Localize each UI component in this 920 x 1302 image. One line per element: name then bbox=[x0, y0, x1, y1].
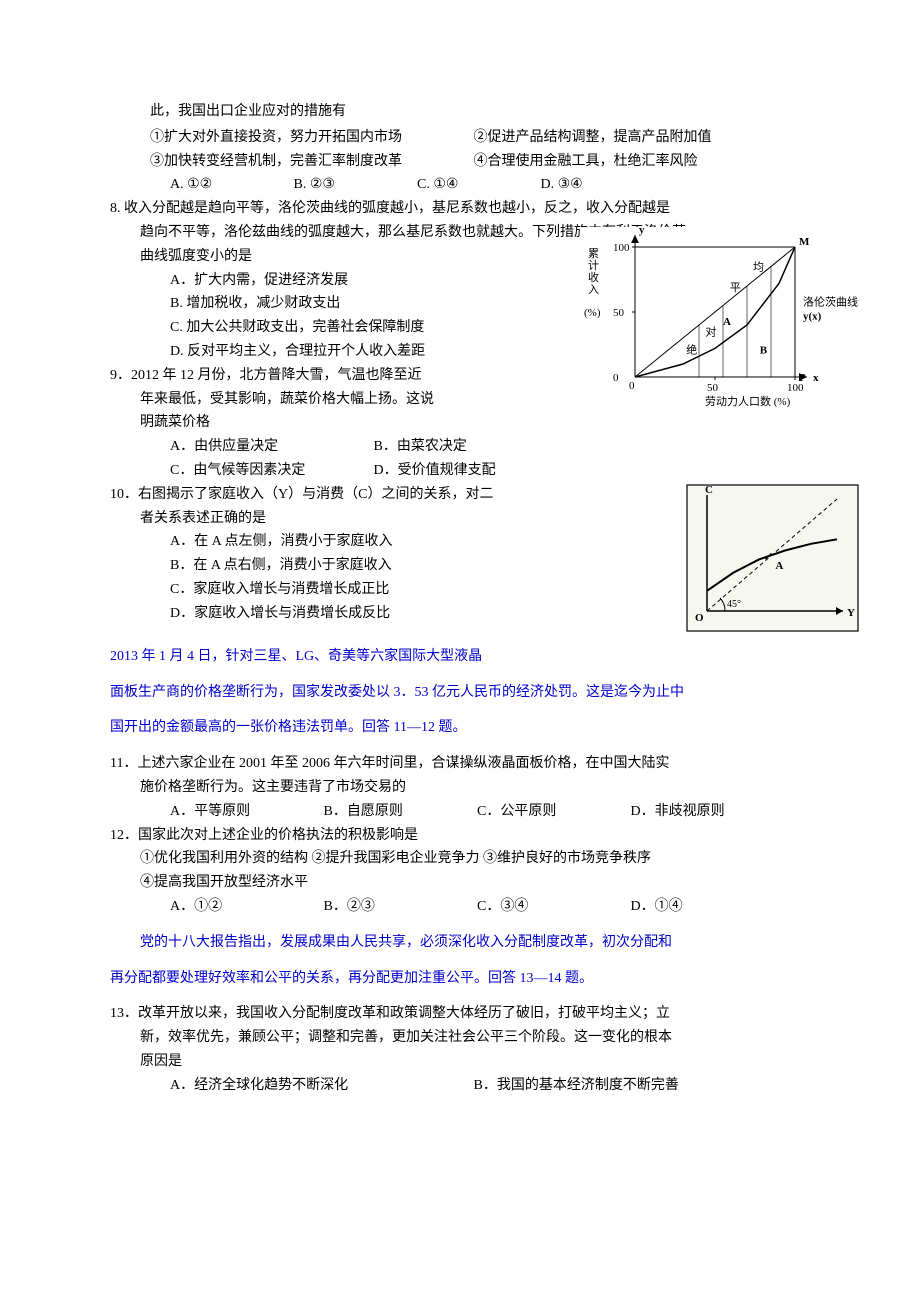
q11-C: C．公平原则 bbox=[477, 800, 627, 824]
q11-stem1: 11．上述六家企业在 2001 年至 2006 年六年时间里，合谋操纵液晶面板价… bbox=[110, 752, 860, 776]
svg-text:50: 50 bbox=[707, 382, 719, 394]
intro2-l2: 再分配都要处理好效率和公平的关系，再分配更加注重公平。回答 13—14 题。 bbox=[110, 967, 860, 991]
svg-text:0: 0 bbox=[613, 372, 619, 384]
svg-text:计: 计 bbox=[588, 259, 599, 272]
q7-options-row1: ①扩大对外直接投资，努力开拓国内市场 ②促进产品结构调整，提高产品附加值 bbox=[110, 126, 860, 150]
q7-D: D. ③④ bbox=[541, 173, 661, 197]
q7-B: B. ②③ bbox=[294, 173, 414, 197]
q7-opt2: ②促进产品结构调整，提高产品附加值 bbox=[474, 130, 712, 145]
q7-opt3: ③加快转变经营机制，完善汇率制度改革 bbox=[150, 150, 470, 174]
svg-text:洛伦茨曲线: 洛伦茨曲线 bbox=[803, 295, 858, 309]
svg-text:A: A bbox=[775, 560, 783, 572]
svg-text:y(x): y(x) bbox=[803, 311, 822, 323]
q11-A: A．平等原则 bbox=[170, 800, 320, 824]
svg-text:入: 入 bbox=[588, 284, 599, 296]
svg-text:M: M bbox=[799, 236, 810, 248]
q7-choices: A. ①② B. ②③ C. ①④ D. ③④ bbox=[110, 173, 860, 197]
q12-C: C．③④ bbox=[477, 895, 627, 919]
q7-A: A. ①② bbox=[170, 173, 290, 197]
svg-text:0: 0 bbox=[629, 380, 635, 392]
q13-B: B．我国的基本经济制度不断完善 bbox=[474, 1078, 679, 1093]
q13-A: A．经济全球化趋势不断深化 bbox=[170, 1074, 470, 1098]
q9-A: A．由供应量决定 bbox=[170, 435, 370, 459]
q11-stem2: 施价格垄断行为。这主要违背了市场交易的 bbox=[110, 776, 860, 800]
intro1-l2: 面板生产商的价格垄断行为，国家发改委处以 3．53 亿元人民币的经济处罚。这是迄… bbox=[110, 681, 860, 705]
q7-opt1: ①扩大对外直接投资，努力开拓国内市场 bbox=[150, 126, 470, 150]
cy-chart: 45° O C Y A bbox=[685, 483, 860, 633]
svg-text:A: A bbox=[723, 316, 731, 328]
svg-text:均: 均 bbox=[753, 261, 764, 274]
q13-row: A．经济全球化趋势不断深化 B．我国的基本经济制度不断完善 bbox=[110, 1074, 860, 1098]
q12-A: A．①② bbox=[170, 895, 320, 919]
q12-D: D．①④ bbox=[631, 895, 781, 919]
svg-text:100: 100 bbox=[613, 242, 630, 254]
svg-text:收: 收 bbox=[588, 270, 599, 284]
svg-text:Y: Y bbox=[847, 607, 855, 619]
svg-text:C: C bbox=[705, 484, 713, 496]
q9-C: C．由气候等因素决定 bbox=[170, 459, 370, 483]
svg-text:B: B bbox=[760, 345, 768, 357]
q9-B: B．由菜农决定 bbox=[374, 439, 467, 454]
q9-row2: C．由气候等因素决定 D．受价值规律支配 bbox=[110, 459, 860, 483]
q11-D: D．非歧视原则 bbox=[631, 800, 781, 824]
svg-text:45°: 45° bbox=[727, 599, 741, 610]
svg-text:绝: 绝 bbox=[686, 343, 697, 357]
q12-choices: A．①② B．②③ C．③④ D．①④ bbox=[110, 895, 860, 919]
svg-text:对: 对 bbox=[705, 325, 716, 339]
q7-tail: 此，我国出口企业应对的措施有 bbox=[110, 100, 860, 124]
q13-stem3: 原因是 bbox=[110, 1050, 860, 1074]
svg-text:(%): (%) bbox=[584, 307, 601, 319]
q12-B: B．②③ bbox=[324, 895, 474, 919]
intro1-l3: 国开出的金额最高的一张价格违法罚单。回答 11—12 题。 bbox=[110, 716, 860, 740]
q11-B: B．自愿原则 bbox=[324, 800, 474, 824]
svg-text:劳动力人口数 (%): 劳动力人口数 (%) bbox=[705, 395, 791, 407]
q9-row1: A．由供应量决定 B．由菜农决定 bbox=[110, 435, 860, 459]
svg-text:P: P bbox=[799, 372, 806, 384]
q11-choices: A．平等原则 B．自愿原则 C．公平原则 D．非歧视原则 bbox=[110, 800, 860, 824]
svg-text:50: 50 bbox=[613, 307, 625, 319]
q12-opts: ①优化我国利用外资的结构 ②提升我国彩电企业竞争力 ③维护良好的市场竞争秩序 bbox=[110, 847, 860, 871]
svg-text:累: 累 bbox=[588, 247, 599, 260]
svg-text:x: x bbox=[813, 372, 819, 384]
q13-stem1: 13．改革开放以来，我国收入分配制度改革和政策调整大体经历了破旧，打破平均主义；… bbox=[110, 1002, 860, 1026]
q12-opt4: ④提高我国开放型经济水平 bbox=[110, 871, 860, 895]
q7-C: C. ①④ bbox=[417, 173, 537, 197]
q9-stem3: 明蔬菜价格 bbox=[110, 411, 860, 435]
q7-options-row2: ③加快转变经营机制，完善汇率制度改革 ④合理使用金融工具，杜绝汇率风险 bbox=[110, 150, 860, 174]
svg-text:O: O bbox=[695, 612, 704, 624]
q13-stem2: 新，效率优先，兼顾公平；调整和完善，更加关注社会公平三个阶段。这一变化的根本 bbox=[110, 1026, 860, 1050]
intro2-l1: 党的十八大报告指出，发展成果由人民共享，必须深化收入分配制度改革，初次分配和 bbox=[110, 931, 860, 955]
q7-opt4: ④合理使用金融工具，杜绝汇率风险 bbox=[474, 154, 698, 169]
lorenz-chart: xy050100501000MPAB均平绝对洛伦茨曲线y(x)累计收入(%)劳动… bbox=[580, 227, 860, 407]
svg-text:y: y bbox=[639, 227, 645, 236]
q9-D: D．受价值规律支配 bbox=[374, 463, 496, 478]
q12-stem: 12．国家此次对上述企业的价格执法的积极影响是 bbox=[110, 824, 860, 848]
svg-text:平: 平 bbox=[730, 282, 741, 294]
intro1-l1: 2013 年 1 月 4 日，针对三星、LG、奇美等六家国际大型液晶 bbox=[110, 645, 860, 669]
q8-stem1: 8. 收入分配越是趋向平等，洛伦茨曲线的弧度越小，基尼系数也越小，反之，收入分配… bbox=[110, 197, 860, 221]
